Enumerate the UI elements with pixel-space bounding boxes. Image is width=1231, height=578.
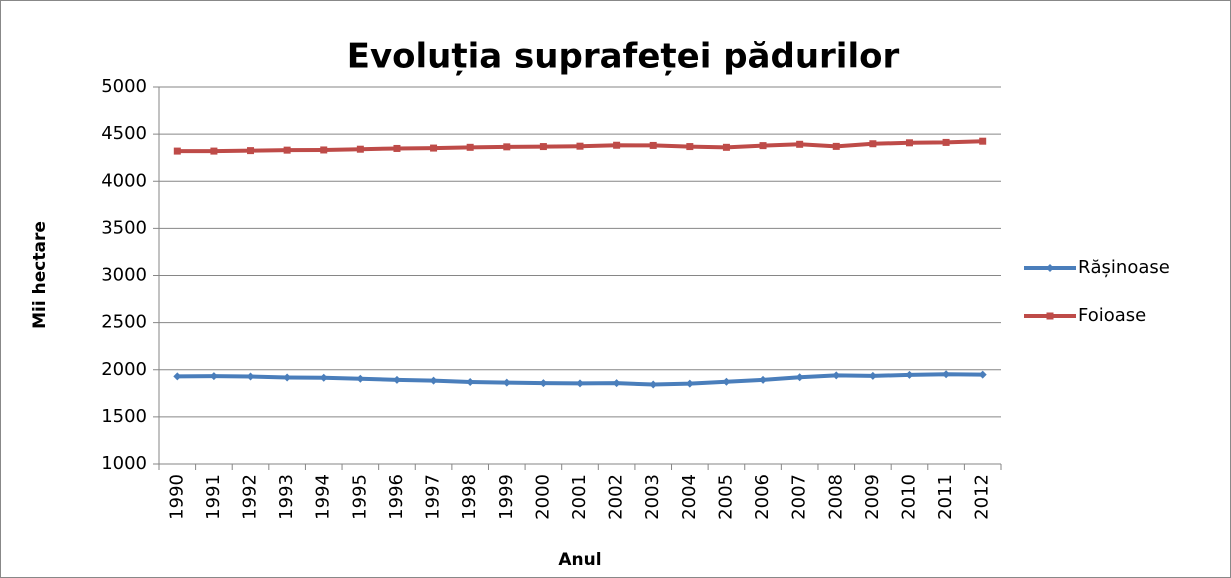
x-tick-label: 1995: [349, 474, 370, 520]
x-tick-label: 1998: [459, 474, 480, 520]
marker: [466, 378, 475, 387]
marker: [832, 371, 841, 380]
marker: [430, 144, 438, 152]
marker: [686, 143, 694, 151]
marker: [832, 142, 840, 150]
legend-marker: [1046, 312, 1054, 320]
x-tick-label: 2011: [935, 474, 956, 520]
marker: [796, 140, 804, 148]
x-tick-label: 1999: [496, 474, 517, 520]
marker: [392, 375, 401, 384]
marker: [503, 143, 511, 151]
marker: [283, 146, 291, 154]
marker: [649, 141, 657, 149]
x-tick-label: 2003: [642, 474, 663, 520]
legend-label: Rășinoase: [1078, 257, 1170, 278]
y-tick-label: 1000: [101, 453, 147, 474]
x-tick-label: 1990: [166, 474, 187, 520]
marker: [722, 143, 730, 151]
marker: [613, 141, 621, 149]
marker: [209, 372, 218, 381]
marker: [905, 370, 914, 379]
legend-marker: [1046, 264, 1054, 272]
x-tick-label: 1994: [313, 474, 334, 520]
marker: [649, 380, 658, 389]
x-tick-label: 1996: [386, 474, 407, 520]
marker: [393, 144, 401, 152]
marker: [283, 373, 292, 382]
x-tick-label: 2012: [972, 474, 993, 520]
marker: [942, 370, 951, 379]
marker: [319, 373, 328, 382]
marker: [539, 143, 547, 151]
marker: [722, 377, 731, 386]
marker: [759, 142, 767, 150]
x-axis-title: Anul: [558, 550, 601, 570]
marker: [978, 370, 987, 379]
x-tick-label: 1997: [423, 474, 444, 520]
marker: [868, 371, 877, 380]
y-axis-title: Mii hectare: [30, 221, 50, 329]
marker: [502, 378, 511, 387]
x-tick-label: 2008: [825, 474, 846, 520]
x-tick-label: 1991: [203, 474, 224, 520]
y-tick-label: 4500: [101, 123, 147, 144]
y-tick-label: 4000: [101, 170, 147, 191]
x-tick-label: 2009: [862, 474, 883, 520]
marker: [356, 374, 365, 383]
marker: [246, 372, 255, 381]
y-tick-label: 5000: [101, 76, 147, 97]
y-tick-label: 2000: [101, 359, 147, 380]
marker: [320, 146, 328, 154]
marker: [612, 379, 621, 388]
x-tick-label: 2005: [715, 474, 736, 520]
x-tick-label: 2006: [752, 474, 773, 520]
marker: [356, 145, 364, 153]
x-tick-label: 2010: [898, 474, 919, 520]
marker: [795, 373, 804, 382]
marker: [173, 147, 181, 155]
y-tick-label: 2500: [101, 312, 147, 333]
y-tick-label: 3000: [101, 265, 147, 286]
x-tick-label: 1992: [240, 474, 261, 520]
y-tick-label: 1500: [101, 406, 147, 427]
legend-label: Foioase: [1078, 305, 1146, 326]
chart-title: Evoluția suprafeței pădurilor: [347, 37, 900, 77]
x-tick-label: 2001: [569, 474, 590, 520]
x-tick-label: 1993: [276, 474, 297, 520]
marker: [539, 379, 548, 388]
marker: [247, 147, 255, 155]
x-tick-label: 2002: [606, 474, 627, 520]
marker: [759, 375, 768, 384]
marker: [210, 147, 218, 155]
y-tick-label: 3500: [101, 217, 147, 238]
marker: [429, 376, 438, 385]
marker: [905, 139, 913, 147]
x-tick-label: 2000: [532, 474, 553, 520]
x-tick-label: 2007: [789, 474, 810, 520]
marker: [979, 137, 987, 145]
marker: [576, 142, 584, 150]
marker: [869, 140, 877, 148]
marker: [173, 372, 182, 381]
marker: [466, 143, 474, 151]
x-tick-label: 2004: [679, 474, 700, 520]
marker: [685, 379, 694, 388]
marker: [576, 379, 584, 388]
marker: [942, 138, 950, 146]
